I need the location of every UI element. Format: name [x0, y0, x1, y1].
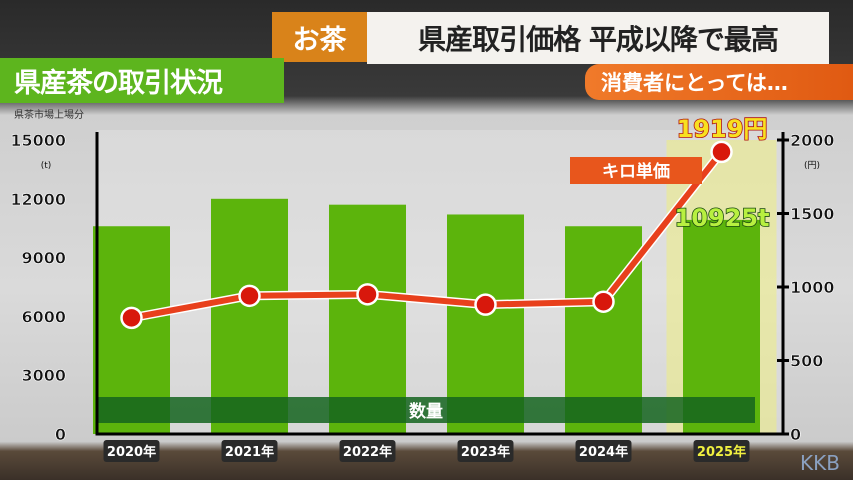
chart-title: 県産茶の取引状況 — [0, 58, 284, 103]
x-tick-bg-2023年 — [457, 440, 514, 462]
x-tick-bg-2021年 — [221, 440, 278, 462]
bar-2021年 — [211, 198, 288, 434]
right-tick-2000: 2000 — [790, 131, 835, 150]
right-tick-0: 0 — [790, 425, 801, 444]
line-series-label-bg — [570, 157, 702, 184]
x-tick-label-2020年: 2020年 — [107, 444, 156, 460]
x-tick-label-2022年: 2022年 — [343, 444, 392, 460]
right-tick-1000: 1000 — [790, 278, 835, 297]
x-tick-label-2025年: 2025年 — [697, 444, 746, 460]
price-point-2023年 — [474, 293, 497, 316]
right-tick-1500: 1500 — [790, 205, 835, 224]
left-tick-6000: 6000 — [21, 307, 66, 326]
subtitle-banner: 消費者にとっては… — [585, 64, 853, 100]
left-tick-9000: 9000 — [21, 249, 66, 268]
bar-2022年 — [329, 204, 406, 434]
price-point-2020年 — [120, 306, 143, 330]
topic-tag: お茶 — [272, 12, 367, 62]
broadcaster-logo: KKB — [800, 451, 840, 475]
left-tick-0: 0 — [55, 425, 66, 444]
left-tick-12000: 12000 — [10, 190, 66, 209]
x-tick-label-2024年: 2024年 — [579, 444, 628, 460]
x-tick-bg-2022年 — [339, 440, 396, 462]
price-point-2025年 — [710, 140, 733, 164]
price-line — [130, 150, 724, 321]
axis-frame — [95, 132, 785, 436]
x-tick-label-2021年: 2021年 — [225, 444, 274, 460]
price-point-2022年 — [356, 283, 379, 306]
price-point-2024年 — [592, 290, 615, 313]
left-axis-unit: (t) — [41, 161, 52, 171]
source-note: 県茶市場上場分 — [14, 110, 84, 121]
price-point-2021年 — [238, 284, 261, 308]
headline: 県産取引価格 平成以降で最高 — [367, 12, 829, 64]
series-label-bg — [97, 397, 755, 423]
x-tick-bg-2024年 — [575, 440, 632, 462]
right-tick-500: 500 — [790, 352, 823, 371]
left-tick-15000: 15000 — [10, 131, 66, 150]
price-annotation: 1919円 — [677, 115, 768, 143]
line-series-label: キロ単価 — [602, 161, 670, 182]
x-tick-bg-2025年 — [693, 440, 750, 462]
left-tick-3000: 3000 — [21, 366, 66, 385]
x-tick-bg-2020年 — [103, 440, 160, 462]
x-tick-label-2023年: 2023年 — [461, 444, 510, 460]
right-axis-unit: (円) — [804, 160, 820, 171]
volume-annotation: 10925t — [675, 204, 770, 232]
bar-series-label: 数量 — [409, 401, 443, 422]
